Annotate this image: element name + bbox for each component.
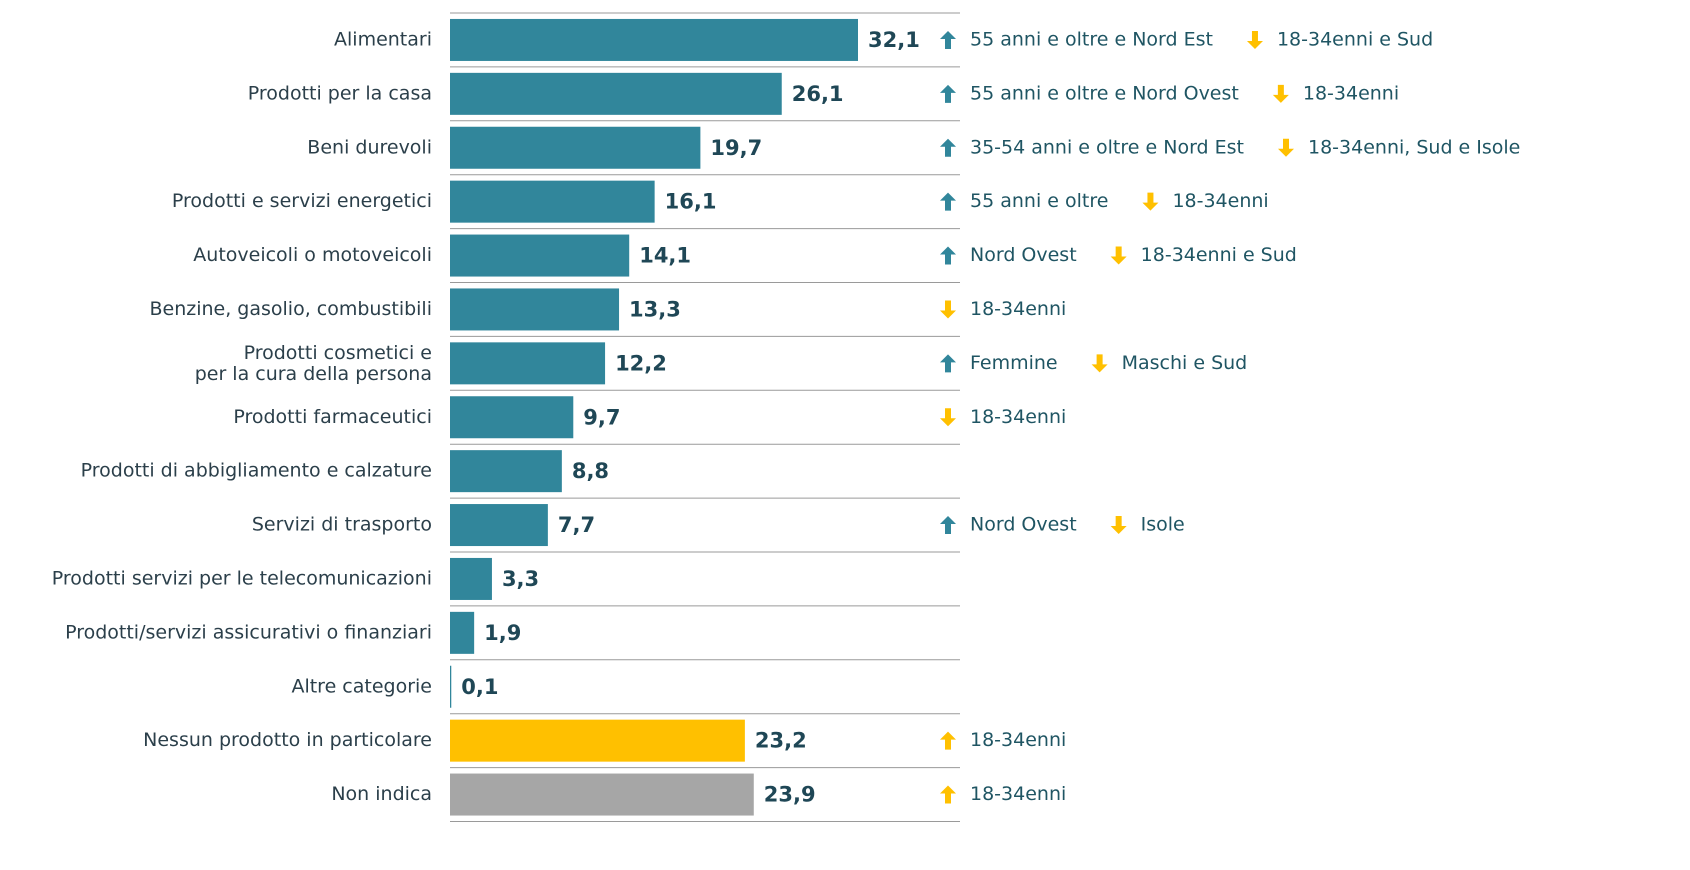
category-label: Non indica xyxy=(331,783,432,805)
bar xyxy=(450,504,548,547)
bar xyxy=(450,180,655,223)
bar xyxy=(450,342,606,385)
annotation-down: 18-34enni e Sud xyxy=(1277,28,1433,50)
arrow-down xyxy=(1272,84,1289,103)
category-label: Autoveicoli o motoveicoli xyxy=(193,244,432,266)
category-label: Prodotti/servizi assicurativi o finanzia… xyxy=(65,621,432,643)
value-label: 23,9 xyxy=(764,783,816,807)
annotation-up: 55 anni e oltre e Nord Ovest xyxy=(970,82,1239,104)
bar xyxy=(450,665,452,708)
category-label: Alimentari xyxy=(334,28,432,50)
value-label: 8,8 xyxy=(572,459,609,483)
arrow-down xyxy=(940,300,956,319)
arrow-up xyxy=(940,354,956,373)
annotation-up: 18-34enni xyxy=(970,783,1066,805)
annotation-down: 18-34enni e Sud xyxy=(1141,244,1297,266)
annotation-down: 18-34enni xyxy=(1303,82,1399,104)
category-label: Benzine, gasolio, combustibili xyxy=(149,298,432,320)
category-label: Servizi di trasporto xyxy=(252,514,432,536)
arrow-down xyxy=(1246,30,1263,49)
arrow-down xyxy=(1110,516,1127,535)
annotation-down: 18-34enni xyxy=(1172,190,1268,212)
category-label: Prodotti farmaceutici xyxy=(233,406,432,428)
arrow-up xyxy=(940,84,956,103)
arrow-down xyxy=(1091,354,1108,373)
bar xyxy=(450,72,782,115)
value-label: 23,2 xyxy=(755,729,807,753)
arrow-down xyxy=(1278,138,1294,157)
annotation-up: 55 anni e oltre e Nord Est xyxy=(970,28,1213,50)
bar xyxy=(450,611,475,654)
value-label: 7,7 xyxy=(558,513,595,537)
annotation-down: Isole xyxy=(1141,514,1185,536)
annotation-up: Nord Ovest xyxy=(970,514,1077,536)
annotation-up: Femmine xyxy=(970,352,1058,374)
bar xyxy=(450,126,701,169)
arrow-up xyxy=(940,246,956,265)
arrow-down xyxy=(1110,246,1127,265)
category-label: Beni durevoli xyxy=(307,136,432,158)
value-label: 13,3 xyxy=(629,297,681,321)
arrow-up xyxy=(940,785,956,804)
annotation-up: 55 anni e oltre xyxy=(970,190,1108,212)
value-label: 32,1 xyxy=(868,28,920,52)
value-label: 0,1 xyxy=(461,675,498,699)
arrow-down xyxy=(1142,192,1159,211)
bar xyxy=(450,557,492,600)
bar xyxy=(450,18,858,61)
category-label: Prodotti servizi per le telecomunicazion… xyxy=(52,567,432,589)
value-label: 16,1 xyxy=(665,190,717,214)
arrow-down xyxy=(940,408,956,427)
category-label: Nessun prodotto in particolare xyxy=(143,729,432,751)
value-label: 3,3 xyxy=(502,567,539,591)
arrow-up xyxy=(940,192,956,211)
category-label: Altre categorie xyxy=(291,675,432,697)
value-label: 19,7 xyxy=(710,136,762,160)
category-label: Prodotti di abbigliamento e calzature xyxy=(81,460,432,482)
value-label: 12,2 xyxy=(615,351,667,375)
category-label: Prodotti per la casa xyxy=(248,82,432,104)
category-label: Prodotti e servizi energetici xyxy=(172,190,432,212)
bar xyxy=(450,396,574,439)
annotation-down: 18-34enni, Sud e Isole xyxy=(1308,136,1520,158)
arrow-up xyxy=(940,138,956,157)
value-label: 9,7 xyxy=(583,405,620,429)
annotation-up: Nord Ovest xyxy=(970,244,1077,266)
arrow-up xyxy=(940,30,956,49)
bar xyxy=(450,719,745,762)
arrow-up xyxy=(940,731,956,750)
annotation-up: 35-54 anni e oltre e Nord Est xyxy=(970,136,1244,158)
value-label: 1,9 xyxy=(484,621,521,645)
bar xyxy=(450,288,620,331)
annotation-down: 18-34enni xyxy=(970,406,1066,428)
category-label: Prodotti cosmetici e per la cura della pe… xyxy=(195,341,432,384)
arrow-up xyxy=(940,516,956,535)
value-label: 14,1 xyxy=(639,244,691,268)
annotation-down: Maschi e Sud xyxy=(1122,352,1248,374)
value-label: 26,1 xyxy=(792,82,844,106)
bar xyxy=(450,773,754,816)
annotation-up: 18-34enni xyxy=(970,729,1066,751)
bar xyxy=(450,450,562,493)
bar xyxy=(450,234,630,277)
annotation-down: 18-34enni xyxy=(970,298,1066,320)
